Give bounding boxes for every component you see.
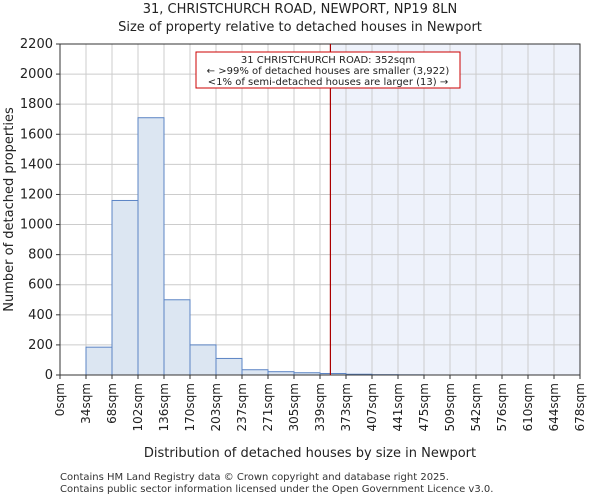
annotation-line: 31 CHRISTCHURCH ROAD: 352sqm [241,55,415,66]
y-tick-label: 1400 [20,157,53,172]
x-tick-label: 305sqm [287,383,301,431]
x-tick-label: 170sqm [183,383,197,431]
x-tick-label: 610sqm [521,383,535,431]
histogram-bar [137,117,165,376]
histogram-bar [241,369,269,376]
y-tick-label: 1000 [20,218,53,233]
histogram-bar [111,199,139,376]
x-tick-label: 339sqm [313,383,327,431]
x-axis-label: Distribution of detached houses by size … [144,446,476,461]
x-tick-label: 271sqm [261,383,275,431]
y-tick-label: 2000 [20,67,53,82]
x-tick-label: 576sqm [495,383,509,431]
histogram-bar [215,357,243,376]
x-tick-label: 678sqm [573,383,587,431]
y-tick-label: 400 [28,308,53,323]
x-tick-label: 407sqm [365,383,379,431]
histogram-bar [85,346,113,376]
annotation-box [195,51,461,89]
footer-licence: Contains public sector information licen… [60,484,494,495]
x-tick-label: 136sqm [157,383,171,431]
chart-title: Size of property relative to detached ho… [118,20,482,35]
x-tick-label: 34sqm [79,383,93,424]
y-tick-label: 2200 [20,37,53,52]
x-tick-label: 203sqm [209,383,223,431]
y-tick-label: 1600 [20,127,53,142]
y-tick-label: 600 [28,278,53,293]
x-tick-label: 542sqm [469,383,483,431]
y-tick-label: 1200 [20,187,53,202]
x-tick-label: 441sqm [391,383,405,431]
chart-title-address: 31, CHRISTCHURCH ROAD, NEWPORT, NP19 8LN [142,2,458,17]
highlight-region [330,44,580,375]
x-tick-label: 0sqm [53,383,67,416]
y-tick-label: 1800 [20,97,53,112]
annotation-line: ← >99% of detached houses are smaller (3… [207,66,450,77]
histogram-bar [189,344,217,376]
x-tick-label: 102sqm [131,383,145,431]
annotation-line: <1% of semi-detached houses are larger (… [208,77,448,88]
x-tick-label: 475sqm [417,383,431,431]
footer-copyright: Contains HM Land Registry data © Crown c… [60,472,449,483]
x-tick-label: 237sqm [235,383,249,431]
histogram-bar [163,299,191,376]
y-axis-label: Number of detached properties [2,107,17,312]
x-tick-label: 509sqm [443,383,457,431]
x-tick-label: 373sqm [339,383,353,431]
x-tick-label: 644sqm [547,383,561,431]
y-tick-label: 800 [28,248,53,263]
y-tick-label: 200 [28,338,53,353]
y-tick-label: 0 [45,368,53,383]
x-tick-label: 68sqm [105,383,119,424]
